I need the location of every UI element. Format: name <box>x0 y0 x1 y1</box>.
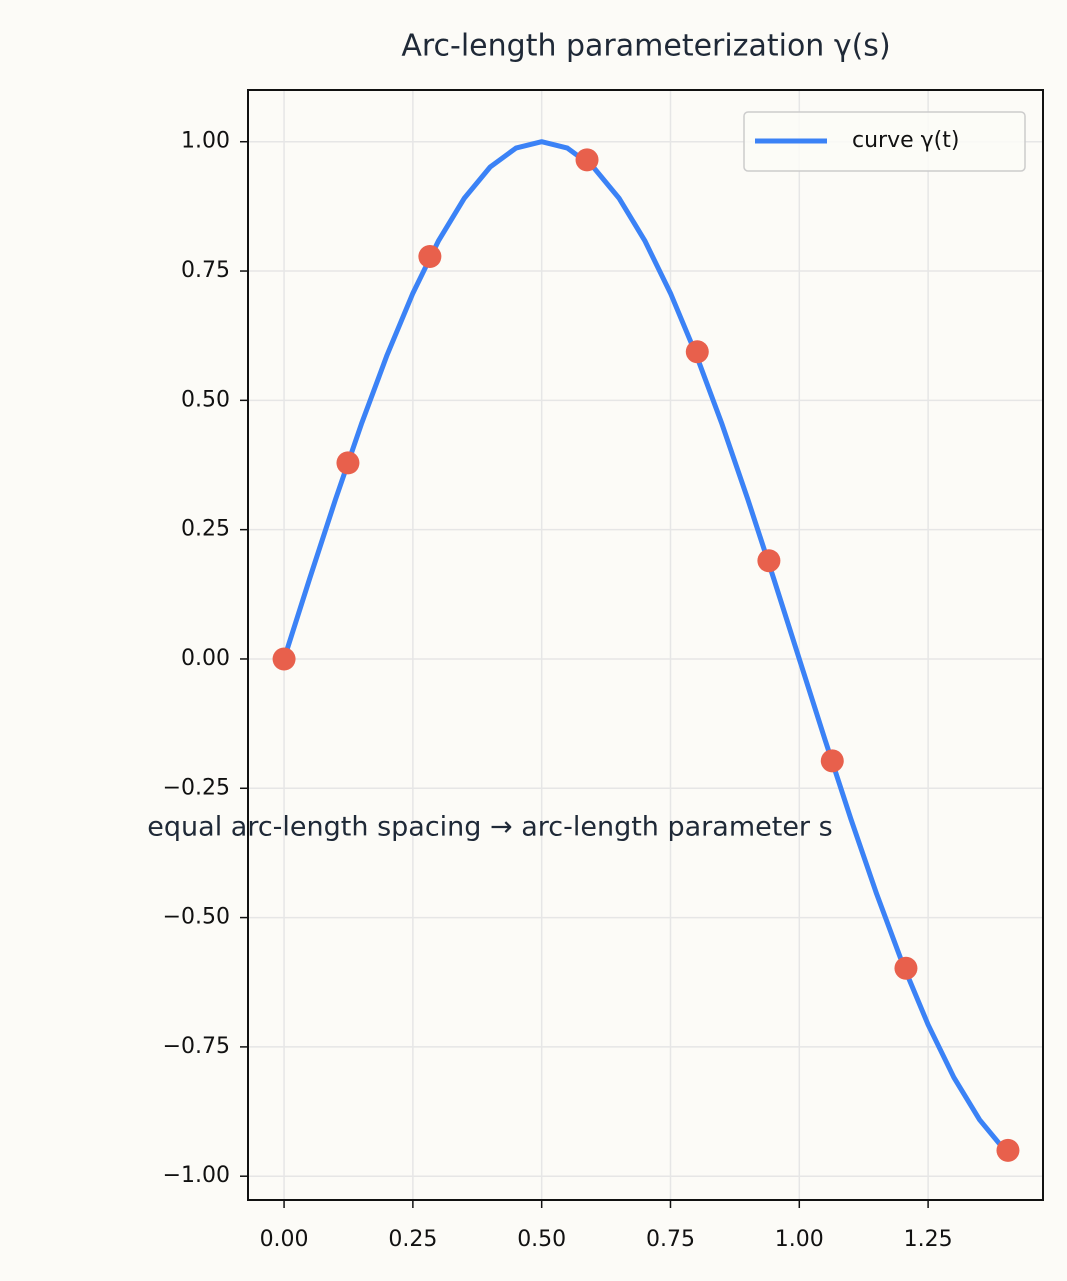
sample-point <box>575 148 599 172</box>
x-tick-label: 0.00 <box>260 1227 309 1252</box>
x-tick-label: 1.25 <box>904 1227 953 1252</box>
x-tick-label: 0.25 <box>388 1227 437 1252</box>
y-tick-label: 0.00 <box>181 646 230 671</box>
x-tick-label: 0.50 <box>517 1227 566 1252</box>
sample-point <box>685 340 709 364</box>
legend-box <box>743 111 1026 172</box>
sample-point <box>820 749 844 773</box>
y-tick-label: −0.50 <box>163 905 230 930</box>
sample-point <box>418 245 442 269</box>
sample-point <box>996 1138 1020 1162</box>
x-tick-label: 1.00 <box>775 1227 824 1252</box>
plot-frame <box>247 89 1044 1201</box>
sample-point <box>757 549 781 573</box>
y-tick-label: −0.25 <box>163 775 230 800</box>
sample-point <box>336 451 360 475</box>
y-tick-label: −0.75 <box>163 1034 230 1059</box>
sample-point <box>272 647 296 671</box>
y-tick-label: 0.25 <box>181 517 230 542</box>
chart-title: Arc-length parameterization γ(s) <box>401 29 890 64</box>
curve <box>281 139 1008 1154</box>
y-tick-label: 0.75 <box>181 258 230 283</box>
legend-label: curve γ(t) <box>852 128 959 153</box>
sample-point <box>894 956 918 980</box>
y-tick-label: 1.00 <box>181 129 230 154</box>
x-tick-label: 0.75 <box>646 1227 695 1252</box>
y-tick-label: −1.00 <box>163 1163 230 1188</box>
annotation: equal arc-length spacing → arc-length pa… <box>147 812 832 843</box>
y-tick-label: 0.50 <box>181 387 230 412</box>
